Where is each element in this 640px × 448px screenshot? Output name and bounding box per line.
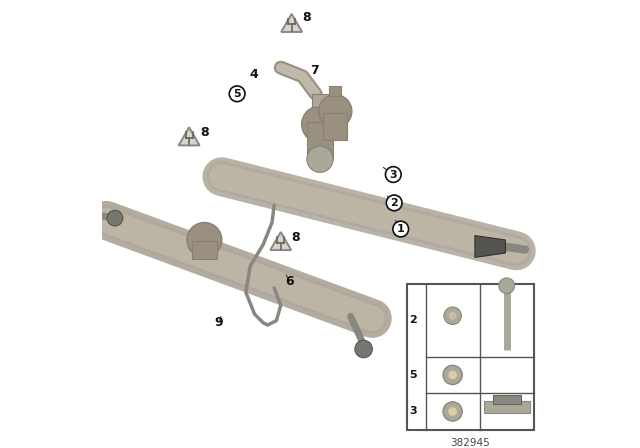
Circle shape — [187, 223, 222, 258]
Polygon shape — [475, 236, 506, 258]
Text: 8: 8 — [200, 126, 209, 139]
Text: 8: 8 — [303, 11, 311, 24]
Bar — [312, 94, 328, 107]
Circle shape — [393, 221, 408, 237]
Text: 6: 6 — [285, 275, 294, 288]
Bar — [323, 113, 348, 140]
Bar — [493, 396, 521, 405]
Circle shape — [499, 278, 515, 293]
Circle shape — [107, 210, 123, 226]
Text: 8: 8 — [292, 231, 300, 244]
Bar — [484, 401, 531, 414]
Text: 2: 2 — [410, 315, 417, 325]
Text: 3: 3 — [390, 169, 397, 180]
Circle shape — [355, 340, 372, 358]
Text: 3: 3 — [410, 406, 417, 417]
Circle shape — [319, 95, 352, 128]
Circle shape — [387, 195, 402, 211]
Bar — [407, 284, 534, 430]
Circle shape — [448, 407, 457, 416]
Circle shape — [448, 370, 457, 379]
Polygon shape — [270, 232, 291, 250]
Polygon shape — [179, 127, 200, 146]
Circle shape — [443, 402, 462, 421]
Text: 5: 5 — [234, 89, 241, 99]
Text: 4: 4 — [250, 68, 258, 81]
Text: 7: 7 — [310, 64, 319, 77]
Circle shape — [449, 312, 456, 320]
Bar — [307, 122, 333, 159]
Text: 5: 5 — [410, 370, 417, 380]
Circle shape — [301, 106, 339, 142]
Circle shape — [443, 365, 462, 384]
Bar — [192, 241, 216, 258]
Circle shape — [444, 307, 461, 324]
Bar — [329, 86, 341, 96]
Text: 382945: 382945 — [451, 439, 490, 448]
Circle shape — [385, 167, 401, 182]
Text: 1: 1 — [397, 224, 404, 234]
Circle shape — [307, 146, 333, 172]
Circle shape — [229, 86, 245, 102]
Text: 9: 9 — [214, 316, 223, 329]
Text: 2: 2 — [390, 198, 398, 208]
Polygon shape — [281, 14, 302, 32]
